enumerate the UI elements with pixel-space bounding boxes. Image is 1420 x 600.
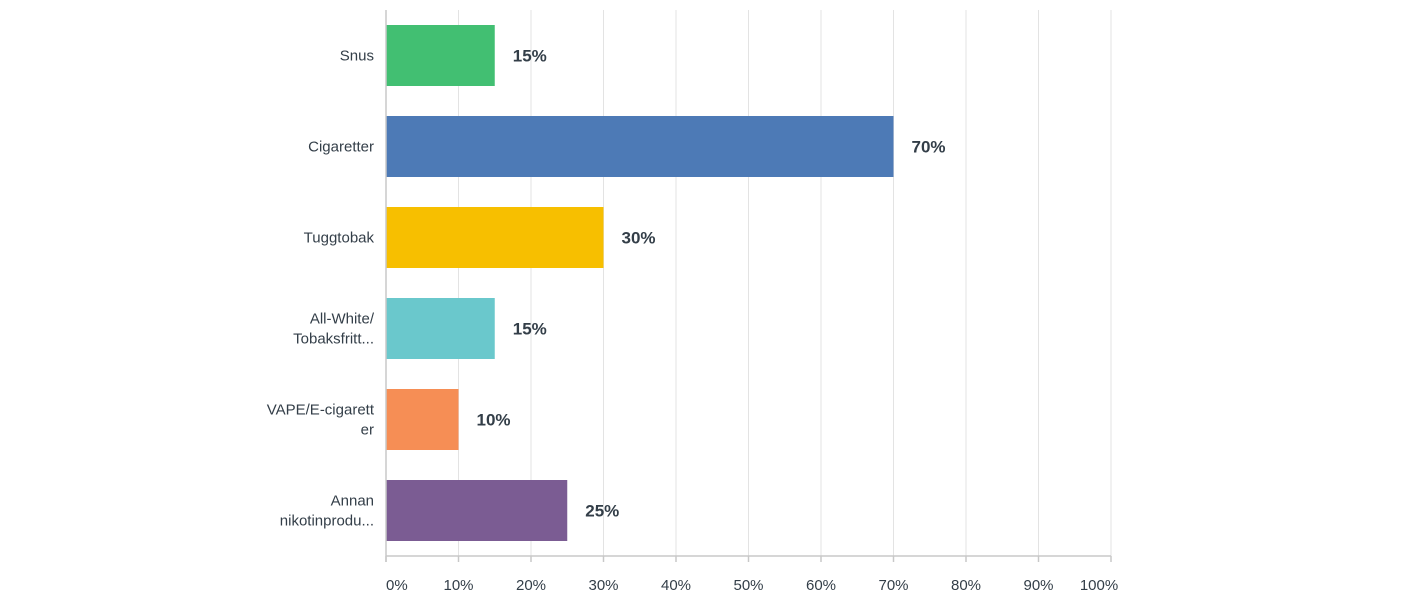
bar [386, 480, 568, 541]
bars [386, 25, 894, 541]
x-tick-label: 20% [516, 577, 546, 594]
value-labels: 15% 70% 30% 15% 10% 25% [477, 47, 946, 521]
category-label: All-White/ [310, 311, 375, 328]
bar [386, 389, 459, 450]
category-labels: Snus Cigaretter Tuggtobak All-White/Tobaksf… [267, 48, 375, 530]
bar [386, 298, 495, 359]
x-tick-label: 70% [878, 577, 908, 594]
x-tick-label: 30% [588, 577, 618, 594]
value-label: 10% [477, 411, 511, 430]
value-label: 25% [585, 502, 619, 521]
value-label: 15% [513, 47, 547, 66]
value-label: 15% [513, 320, 547, 339]
axes [385, 10, 1112, 562]
bar [386, 207, 604, 268]
category-label: Tuggtobak [304, 230, 375, 247]
category-label: Snus [340, 48, 374, 65]
category-label: VAPE/E-cigarett [267, 402, 375, 419]
category-label: Tobaksfritt... [293, 331, 374, 348]
bar [386, 25, 495, 86]
category-label: er [361, 422, 374, 439]
x-tick-label: 60% [806, 577, 836, 594]
x-tick-label: 100% [1080, 577, 1118, 594]
x-tick-label: 50% [733, 577, 763, 594]
category-label: Annan [331, 493, 374, 510]
x-tick-label: 80% [951, 577, 981, 594]
value-label: 70% [912, 138, 946, 157]
x-tick-label: 90% [1023, 577, 1053, 594]
x-axis-tick-labels: 0% 10% 20% 30% 40% 50% 60% 70% 80% 90% 100% [386, 577, 1118, 594]
x-tick-label: 40% [661, 577, 691, 594]
x-tick-label: 10% [443, 577, 473, 594]
category-label: nikotinprodu... [280, 513, 374, 530]
gridlines [458, 10, 1112, 556]
value-label: 30% [622, 229, 656, 248]
category-label: Cigaretter [308, 139, 374, 156]
bar [386, 116, 894, 177]
x-tick-label: 0% [386, 577, 408, 594]
